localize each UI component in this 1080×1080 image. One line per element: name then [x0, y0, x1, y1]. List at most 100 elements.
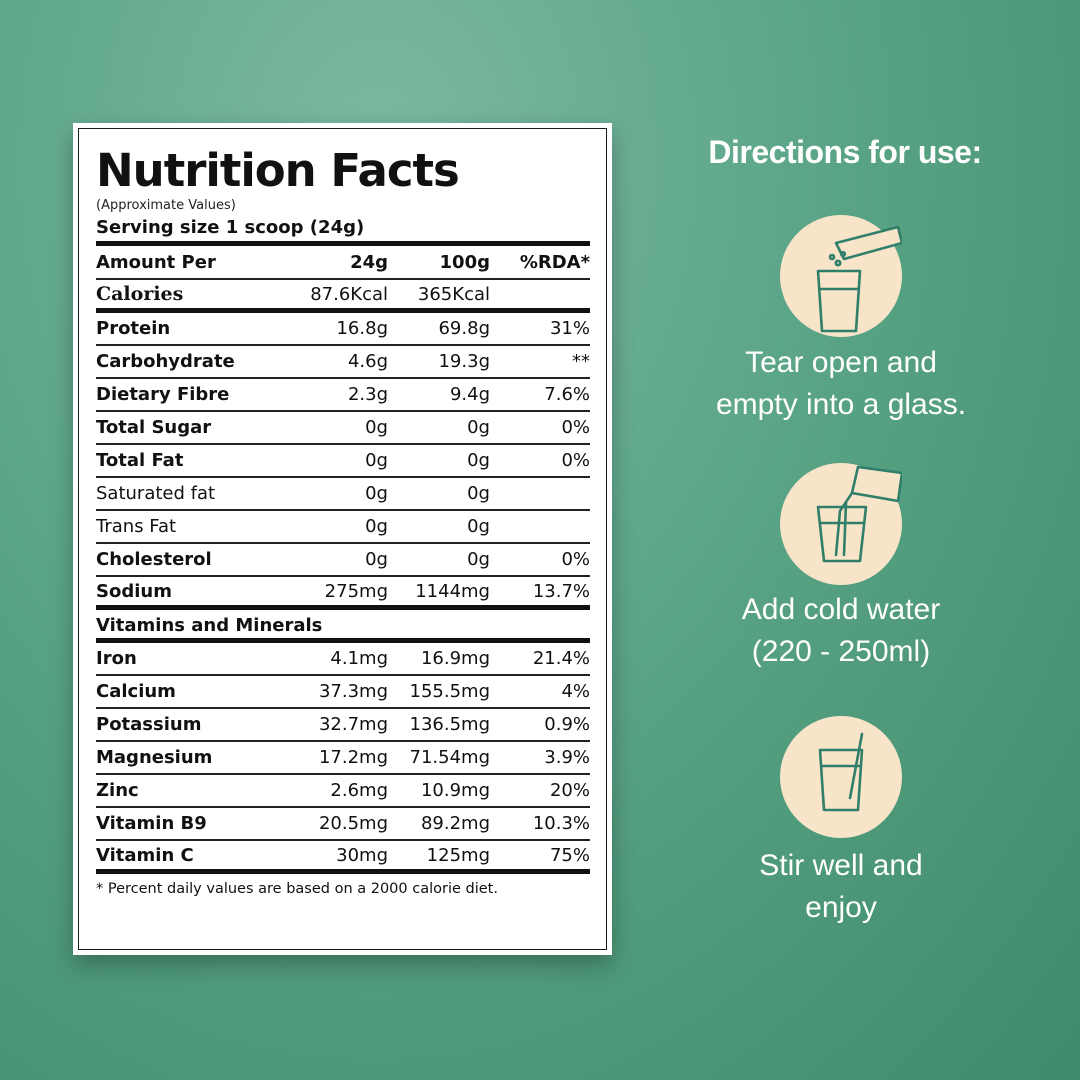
nutrient-name: Cholesterol	[96, 549, 212, 570]
serving-size: Serving size 1 scoop (24g)	[96, 215, 590, 246]
nutrient-name: Carbohydrate	[96, 351, 235, 372]
mineral-100g: 155.5mg	[409, 681, 491, 702]
table-row: Sodium 275mg 1144mg 13.7%	[96, 577, 590, 610]
step-3-line-1: Stir well and	[759, 849, 923, 882]
pour-water-icon	[780, 463, 902, 585]
mineral-24g: 37.3mg	[318, 681, 388, 702]
nutrition-label-card: Nutrition Facts (Approximate Values) Ser…	[73, 123, 612, 955]
nutrient-24g: 4.6g	[347, 351, 388, 372]
nutrient-rda: 0%	[561, 549, 590, 570]
mineral-100g: 16.9mg	[420, 648, 490, 669]
nutrient-24g: 2.3g	[347, 384, 388, 405]
table-row: Zinc 2.6mg 10.9mg 20%	[96, 775, 590, 808]
mineral-name: Zinc	[96, 780, 139, 801]
mineral-rda: 75%	[549, 844, 590, 866]
nutrient-24g: 275mg	[324, 580, 388, 602]
mineral-24g: 2.6mg	[330, 780, 388, 801]
nutrient-24g: 0g	[365, 483, 388, 504]
mineral-rda: 4%	[561, 681, 590, 702]
nutrition-facts-title: Nutrition Facts	[96, 144, 460, 197]
calories-row: Calories 87.6Kcal 365Kcal	[96, 280, 590, 313]
mineral-24g: 20.5mg	[318, 813, 388, 834]
footnote: * Percent daily values are based on a 20…	[96, 881, 498, 897]
nutrient-24g: 0g	[365, 549, 388, 570]
table-row: Dietary Fibre 2.3g 9.4g 7.6%	[96, 379, 590, 412]
nutrient-100g: 0g	[467, 483, 490, 504]
nutrient-rda: **	[572, 351, 590, 372]
mineral-100g: 10.9mg	[420, 780, 490, 801]
table-row: Cholesterol 0g 0g 0%	[96, 544, 590, 577]
nutrient-rda: 0%	[561, 417, 590, 438]
mineral-24g: 32.7mg	[318, 714, 388, 735]
step-2-text: Add cold water (220 - 250ml)	[641, 589, 1041, 673]
header-100g: 100g	[439, 251, 490, 273]
header-24g: 24g	[350, 251, 388, 273]
stir-glass-icon	[780, 716, 902, 838]
table-row: Calcium 37.3mg 155.5mg 4%	[96, 676, 590, 709]
calories-label: Calories	[96, 283, 184, 305]
calories-24g: 87.6Kcal	[310, 283, 388, 305]
directions-title: Directions for use:	[708, 134, 982, 170]
nutrient-100g: 0g	[467, 417, 490, 438]
nutrient-100g: 0g	[467, 549, 490, 570]
mineral-100g: 89.2mg	[420, 813, 490, 834]
step-1-line-2: empty into a glass.	[715, 388, 967, 421]
mineral-name: Vitamin B9	[96, 813, 207, 834]
mineral-name: Iron	[96, 648, 137, 669]
table-header-row: Amount Per 24g 100g %RDA*	[96, 246, 590, 280]
nutrient-name: Dietary Fibre	[96, 384, 230, 405]
nutrient-100g: 0g	[467, 516, 490, 537]
table-row: Magnesium 17.2mg 71.54mg 3.9%	[96, 742, 590, 775]
nutrient-24g: 0g	[365, 417, 388, 438]
mineral-24g: 4.1mg	[330, 648, 388, 669]
mineral-rda: 10.3%	[532, 813, 590, 834]
mineral-100g: 125mg	[426, 844, 490, 866]
nutrient-100g: 9.4g	[449, 384, 490, 405]
nutrient-rda: 31%	[549, 318, 590, 339]
nutrient-100g: 19.3g	[438, 351, 490, 372]
table-row: Saturated fat 0g 0g	[96, 478, 590, 511]
table-row: Carbohydrate 4.6g 19.3g **	[96, 346, 590, 379]
calories-100g: 365Kcal	[417, 283, 490, 305]
nutrition-label: Nutrition Facts (Approximate Values) Ser…	[78, 128, 607, 950]
vitamins-minerals-heading: Vitamins and Minerals	[96, 610, 590, 643]
nutrient-name: Total Sugar	[96, 417, 212, 438]
table-row: Trans Fat 0g 0g	[96, 511, 590, 544]
nutrient-100g: 1144mg	[415, 580, 490, 602]
table-row: Iron 4.1mg 16.9mg 21.4%	[96, 643, 590, 676]
nutrient-24g: 0g	[365, 450, 388, 471]
nutrient-rda: 0%	[561, 450, 590, 471]
mineral-name: Vitamin C	[96, 844, 194, 866]
table-row: Total Fat 0g 0g 0%	[96, 445, 590, 478]
approximate-values-note: (Approximate Values)	[96, 198, 236, 213]
mineral-rda: 3.9%	[544, 747, 590, 768]
table-row: Total Sugar 0g 0g 0%	[96, 412, 590, 445]
step-3-line-2: enjoy	[805, 891, 877, 924]
step-2-line-2: (220 - 250ml)	[751, 635, 931, 668]
mineral-rda: 21.4%	[532, 648, 590, 669]
nutrient-name: Saturated fat	[96, 483, 216, 504]
table-row: Protein 16.8g 69.8g 31%	[96, 313, 590, 346]
mineral-rda: 0.9%	[544, 714, 590, 735]
step-2-line-1: Add cold water	[741, 593, 941, 626]
table-row: Vitamin C 30mg 125mg 75%	[96, 841, 590, 874]
table-row: Potassium 32.7mg 136.5mg 0.9%	[96, 709, 590, 742]
header-rda: %RDA*	[519, 251, 590, 273]
mineral-100g: 136.5mg	[409, 714, 491, 735]
step-3-text: Stir well and enjoy	[641, 845, 1041, 929]
nutrient-rda: 7.6%	[544, 384, 590, 405]
nutrient-24g: 16.8g	[336, 318, 388, 339]
nutrient-name: Total Fat	[96, 450, 184, 471]
mineral-24g: 30mg	[336, 844, 388, 866]
step-1-line-1: Tear open and	[745, 346, 937, 379]
nutrient-100g: 0g	[467, 450, 490, 471]
mineral-rda: 20%	[549, 780, 590, 801]
header-amount-per: Amount Per	[96, 251, 216, 273]
table-row: Vitamin B9 20.5mg 89.2mg 10.3%	[96, 808, 590, 841]
nutrient-rda: 13.7%	[532, 580, 590, 602]
nutrient-name: Trans Fat	[96, 516, 177, 537]
nutrient-100g: 69.8g	[438, 318, 490, 339]
section-title: Vitamins and Minerals	[96, 615, 323, 636]
mineral-name: Potassium	[96, 714, 202, 735]
nutrient-name: Protein	[96, 318, 171, 339]
